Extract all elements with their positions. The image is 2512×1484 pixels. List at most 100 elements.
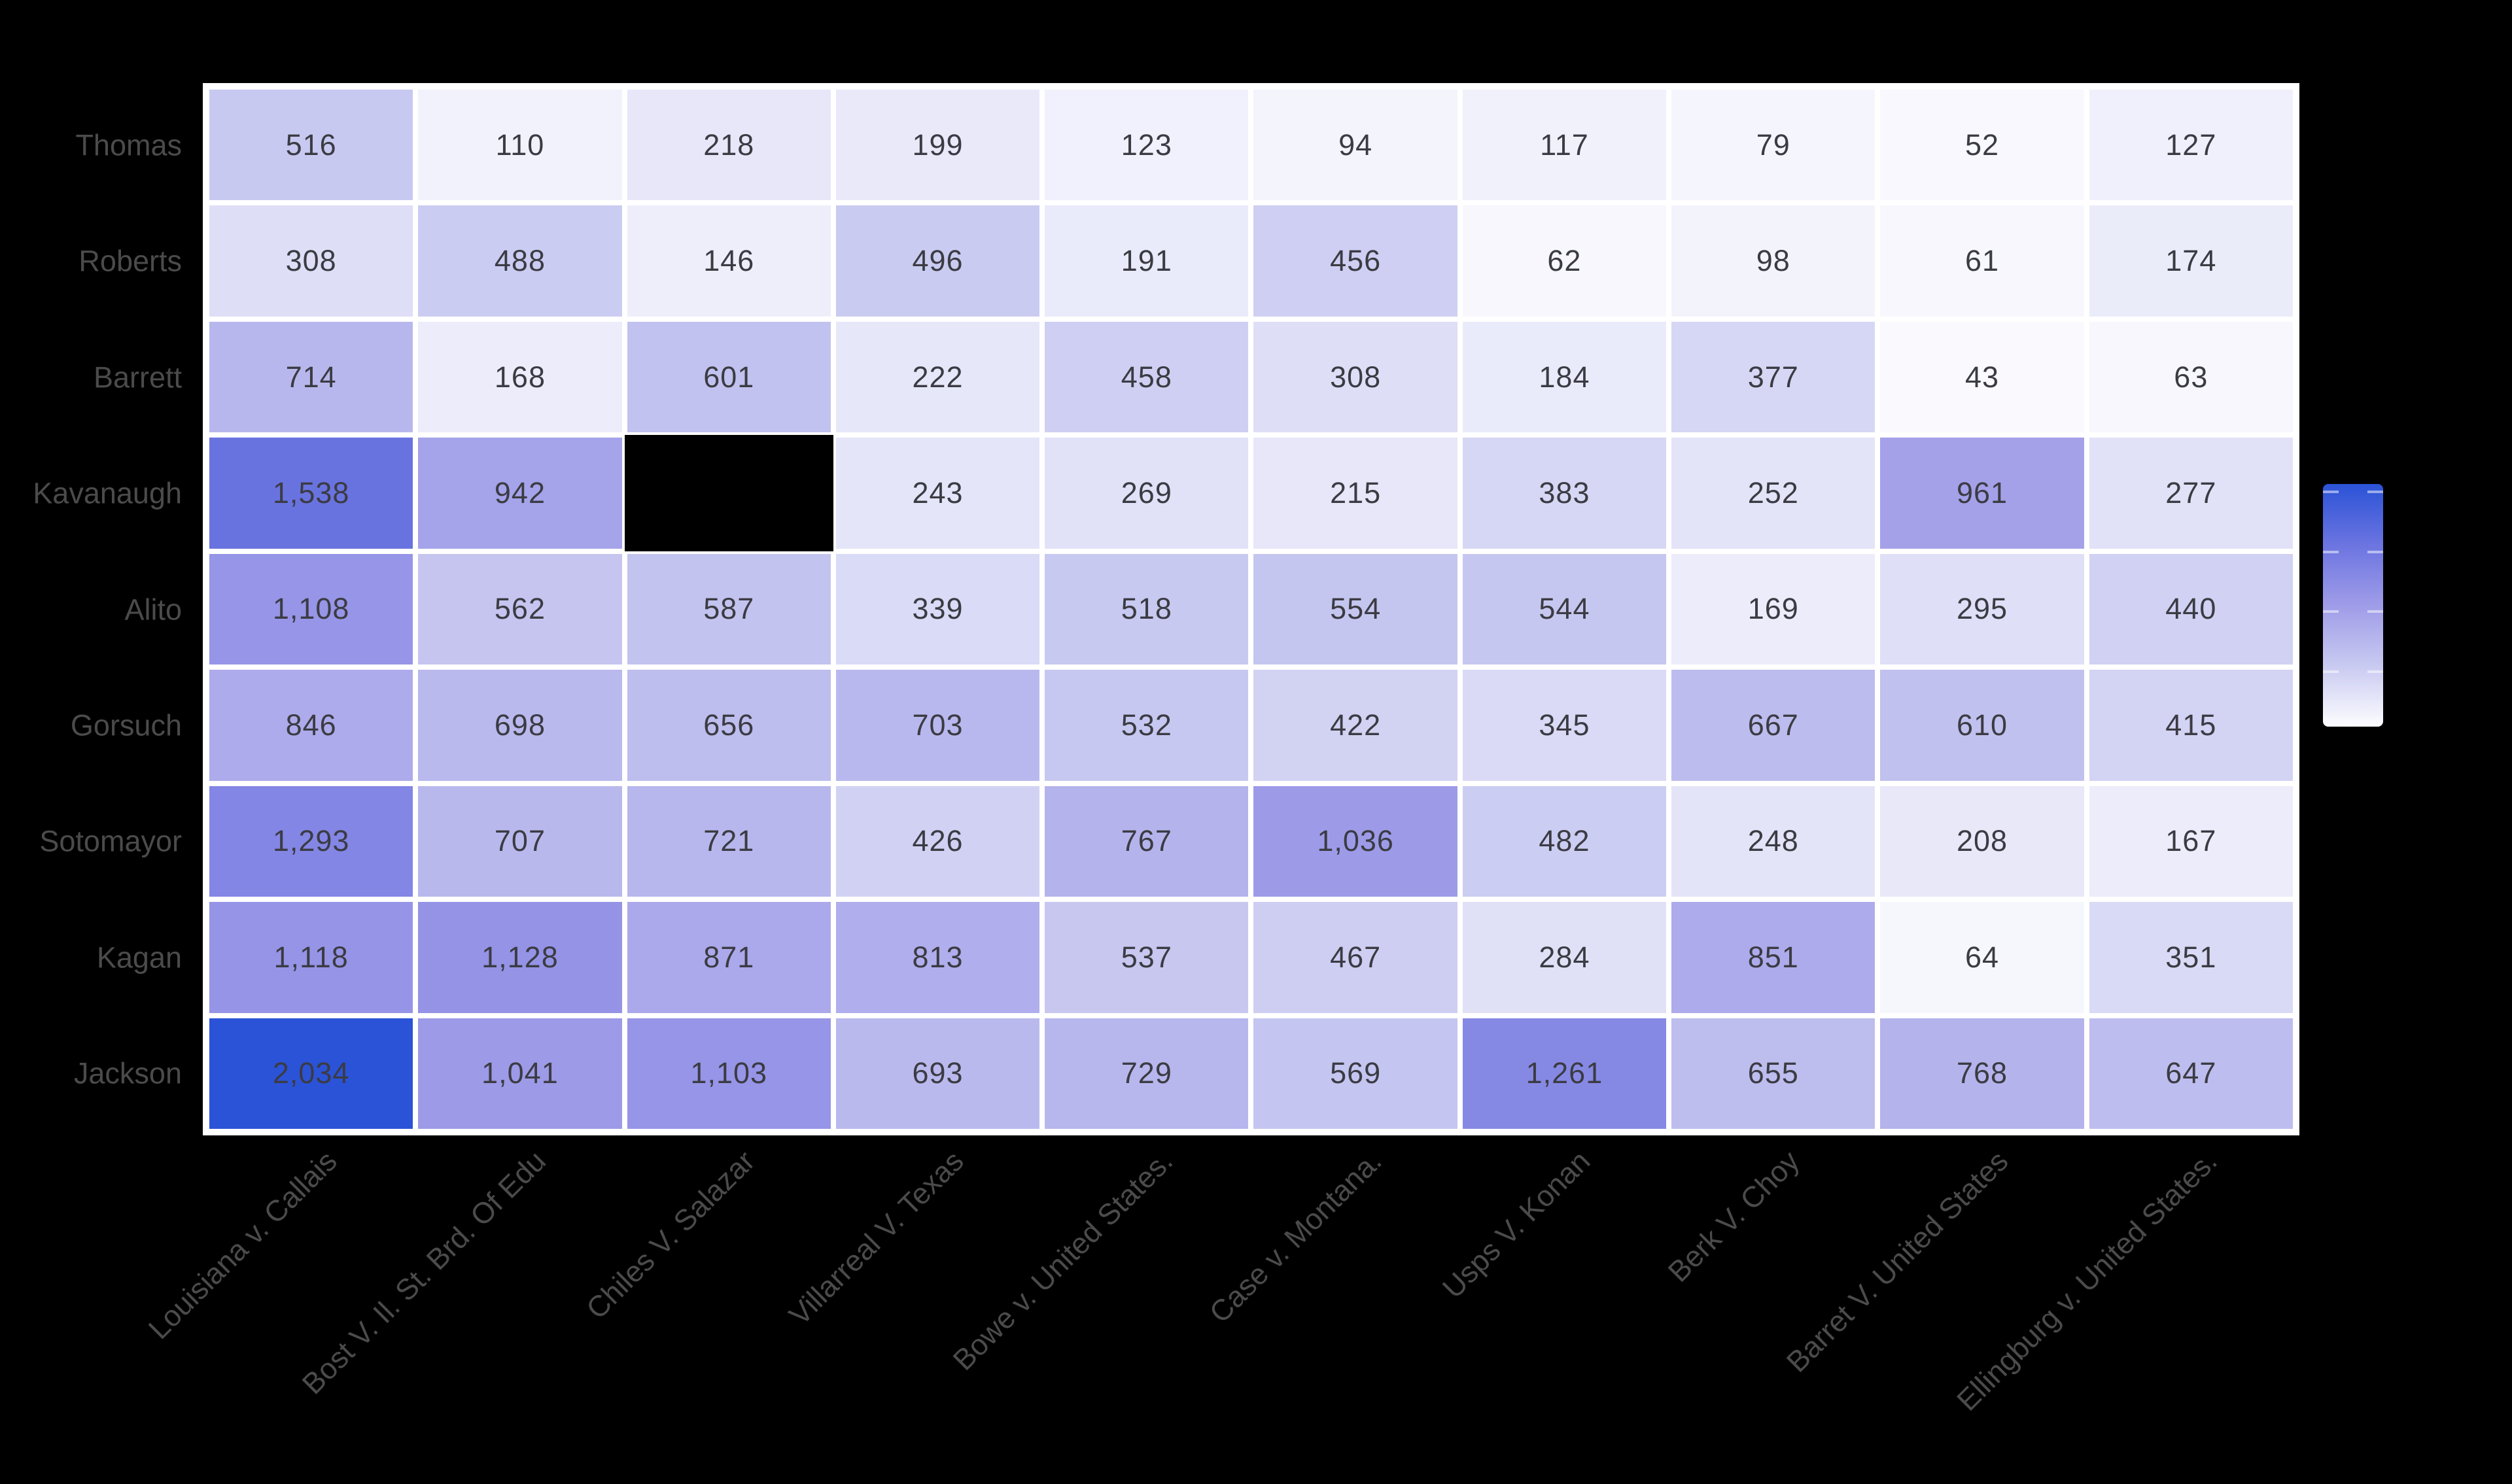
- heatmap-cell[interactable]: 587: [624, 551, 833, 668]
- heatmap-cell[interactable]: 1,128: [415, 899, 625, 1016]
- heatmap-cell[interactable]: 79: [1669, 87, 1878, 203]
- heatmap-cell[interactable]: 243: [833, 435, 1043, 551]
- heatmap-cell[interactable]: 208: [1877, 783, 2087, 900]
- heatmap-cell[interactable]: 248: [1669, 783, 1878, 900]
- row-label-jackson: Jackson: [73, 1056, 182, 1090]
- heatmap-cell[interactable]: 544: [1459, 551, 1669, 668]
- heatmap-cell[interactable]: 1,538: [207, 435, 416, 551]
- heatmap-cell[interactable]: 184: [1459, 319, 1669, 436]
- heatmap-cell[interactable]: 569: [1251, 1015, 1460, 1131]
- heatmap-cell[interactable]: 215: [1251, 435, 1460, 551]
- heatmap-cell[interactable]: 63: [2086, 319, 2295, 436]
- row-label-thomas: Thomas: [75, 128, 182, 162]
- heatmap-cell[interactable]: 1,293: [207, 783, 416, 900]
- heatmap-cell[interactable]: 647: [2086, 1015, 2295, 1131]
- heatmap-cell[interactable]: 146: [624, 203, 833, 319]
- heatmap-cell[interactable]: 295: [1877, 551, 2087, 668]
- heatmap-cell[interactable]: 62: [1459, 203, 1669, 319]
- heatmap-cell[interactable]: 961: [1877, 435, 2087, 551]
- heatmap-cell[interactable]: 1,041: [415, 1015, 625, 1131]
- heatmap-cell[interactable]: 110: [415, 87, 625, 203]
- heatmap-cell[interactable]: 871: [624, 899, 833, 1016]
- heatmap-grid: 516 110 218 199 123 94 117 79 52 127 308 488 146 496 1…: [207, 87, 2295, 1131]
- heatmap-cell[interactable]: 127: [2086, 87, 2295, 203]
- heatmap-cell[interactable]: 562: [415, 551, 625, 668]
- heatmap-cell[interactable]: 1,036: [1251, 783, 1460, 900]
- column-label: Bowe v. United States.: [946, 1144, 1179, 1377]
- heatmap-cell[interactable]: 601: [624, 319, 833, 436]
- heatmap-cell[interactable]: 768: [1877, 1015, 2087, 1131]
- heatmap-cell[interactable]: 467: [1251, 899, 1460, 1016]
- heatmap-cell[interactable]: 123: [1042, 87, 1251, 203]
- colorbar: [2323, 484, 2383, 727]
- heatmap-cell[interactable]: 813: [833, 899, 1043, 1016]
- heatmap-cell[interactable]: 277: [2086, 435, 2295, 551]
- heatmap-cell[interactable]: 482: [1459, 783, 1669, 900]
- heatmap-cell[interactable]: 169: [1669, 551, 1878, 668]
- heatmap-cell[interactable]: 703: [833, 667, 1043, 784]
- column-label: Louisiana v. Callais: [142, 1144, 344, 1346]
- heatmap-cell[interactable]: 61: [1877, 203, 2087, 319]
- heatmap-cell[interactable]: 383: [1459, 435, 1669, 551]
- heatmap-cell[interactable]: 496: [833, 203, 1043, 319]
- heatmap-cell[interactable]: 167: [2086, 783, 2295, 900]
- heatmap-cell[interactable]: 488: [415, 203, 625, 319]
- heatmap-cell[interactable]: 351: [2086, 899, 2295, 1016]
- heatmap-cell[interactable]: 655: [1669, 1015, 1878, 1131]
- heatmap-cell[interactable]: 456: [1251, 203, 1460, 319]
- heatmap-cell[interactable]: 191: [1042, 203, 1251, 319]
- heatmap-cell[interactable]: 218: [624, 87, 833, 203]
- column-label: Bost V. Il. St. Brd. Of Edu: [296, 1144, 553, 1401]
- heatmap-cell[interactable]: 537: [1042, 899, 1251, 1016]
- heatmap-cell[interactable]: 98: [1669, 203, 1878, 319]
- heatmap-cell[interactable]: 345: [1459, 667, 1669, 784]
- heatmap-cell[interactable]: 52: [1877, 87, 2087, 203]
- heatmap-cell[interactable]: 458: [1042, 319, 1251, 436]
- heatmap-cell[interactable]: 174: [2086, 203, 2295, 319]
- heatmap-cell[interactable]: 767: [1042, 783, 1251, 900]
- heatmap-cell[interactable]: 94: [1251, 87, 1460, 203]
- column-label: Chiles V. Salazar: [580, 1144, 761, 1326]
- heatmap-cell[interactable]: 377: [1669, 319, 1878, 436]
- heatmap-cell[interactable]: 610: [1877, 667, 2087, 784]
- heatmap-cell[interactable]: 269: [1042, 435, 1251, 551]
- heatmap-cell[interactable]: 1,108: [207, 551, 416, 668]
- heatmap-cell[interactable]: 117: [1459, 87, 1669, 203]
- heatmap-cell[interactable]: 308: [207, 203, 416, 319]
- heatmap-cell[interactable]: 698: [415, 667, 625, 784]
- heatmap-cell[interactable]: 518: [1042, 551, 1251, 668]
- heatmap-cell[interactable]: 168: [415, 319, 625, 436]
- heatmap-cell[interactable]: 440: [2086, 551, 2295, 668]
- heatmap-cell[interactable]: 43: [1877, 319, 2087, 436]
- heatmap-cell[interactable]: 1,103: [624, 1015, 833, 1131]
- heatmap-cell[interactable]: 532: [1042, 667, 1251, 784]
- heatmap-cell[interactable]: 667: [1669, 667, 1878, 784]
- heatmap-cell[interactable]: 1,261: [1459, 1015, 1669, 1131]
- heatmap-cell[interactable]: 426: [833, 783, 1043, 900]
- heatmap-cell[interactable]: 422: [1251, 667, 1460, 784]
- heatmap-cell[interactable]: 851: [1669, 899, 1878, 1016]
- heatmap-cell[interactable]: 199: [833, 87, 1043, 203]
- heatmap-cell[interactable]: 693: [833, 1015, 1043, 1131]
- heatmap-cell[interactable]: 516: [207, 87, 416, 203]
- heatmap-cell[interactable]: 415: [2086, 667, 2295, 784]
- heatmap-cell[interactable]: 846: [207, 667, 416, 784]
- heatmap: 516 110 218 199 123 94 117 79 52 127 308 488 146 496 1…: [203, 83, 2299, 1135]
- heatmap-cell[interactable]: 284: [1459, 899, 1669, 1016]
- heatmap-cell[interactable]: 339: [833, 551, 1043, 668]
- heatmap-cell[interactable]: 1,118: [207, 899, 416, 1016]
- heatmap-cell[interactable]: 721: [624, 783, 833, 900]
- heatmap-cell[interactable]: 554: [1251, 551, 1460, 668]
- heatmap-cell[interactable]: 714: [207, 319, 416, 436]
- heatmap-cell[interactable]: 252: [1669, 435, 1878, 551]
- row-label-barrett: Barrett: [93, 360, 182, 394]
- heatmap-cell[interactable]: 308: [1251, 319, 1460, 436]
- heatmap-cell[interactable]: 2,034: [207, 1015, 416, 1131]
- heatmap-cell[interactable]: 656: [624, 667, 833, 784]
- heatmap-cell-missing: [625, 435, 833, 551]
- heatmap-cell[interactable]: 942: [415, 435, 625, 551]
- heatmap-cell[interactable]: 64: [1877, 899, 2087, 1016]
- heatmap-cell[interactable]: 729: [1042, 1015, 1251, 1131]
- heatmap-cell[interactable]: 222: [833, 319, 1043, 436]
- heatmap-cell[interactable]: 707: [415, 783, 625, 900]
